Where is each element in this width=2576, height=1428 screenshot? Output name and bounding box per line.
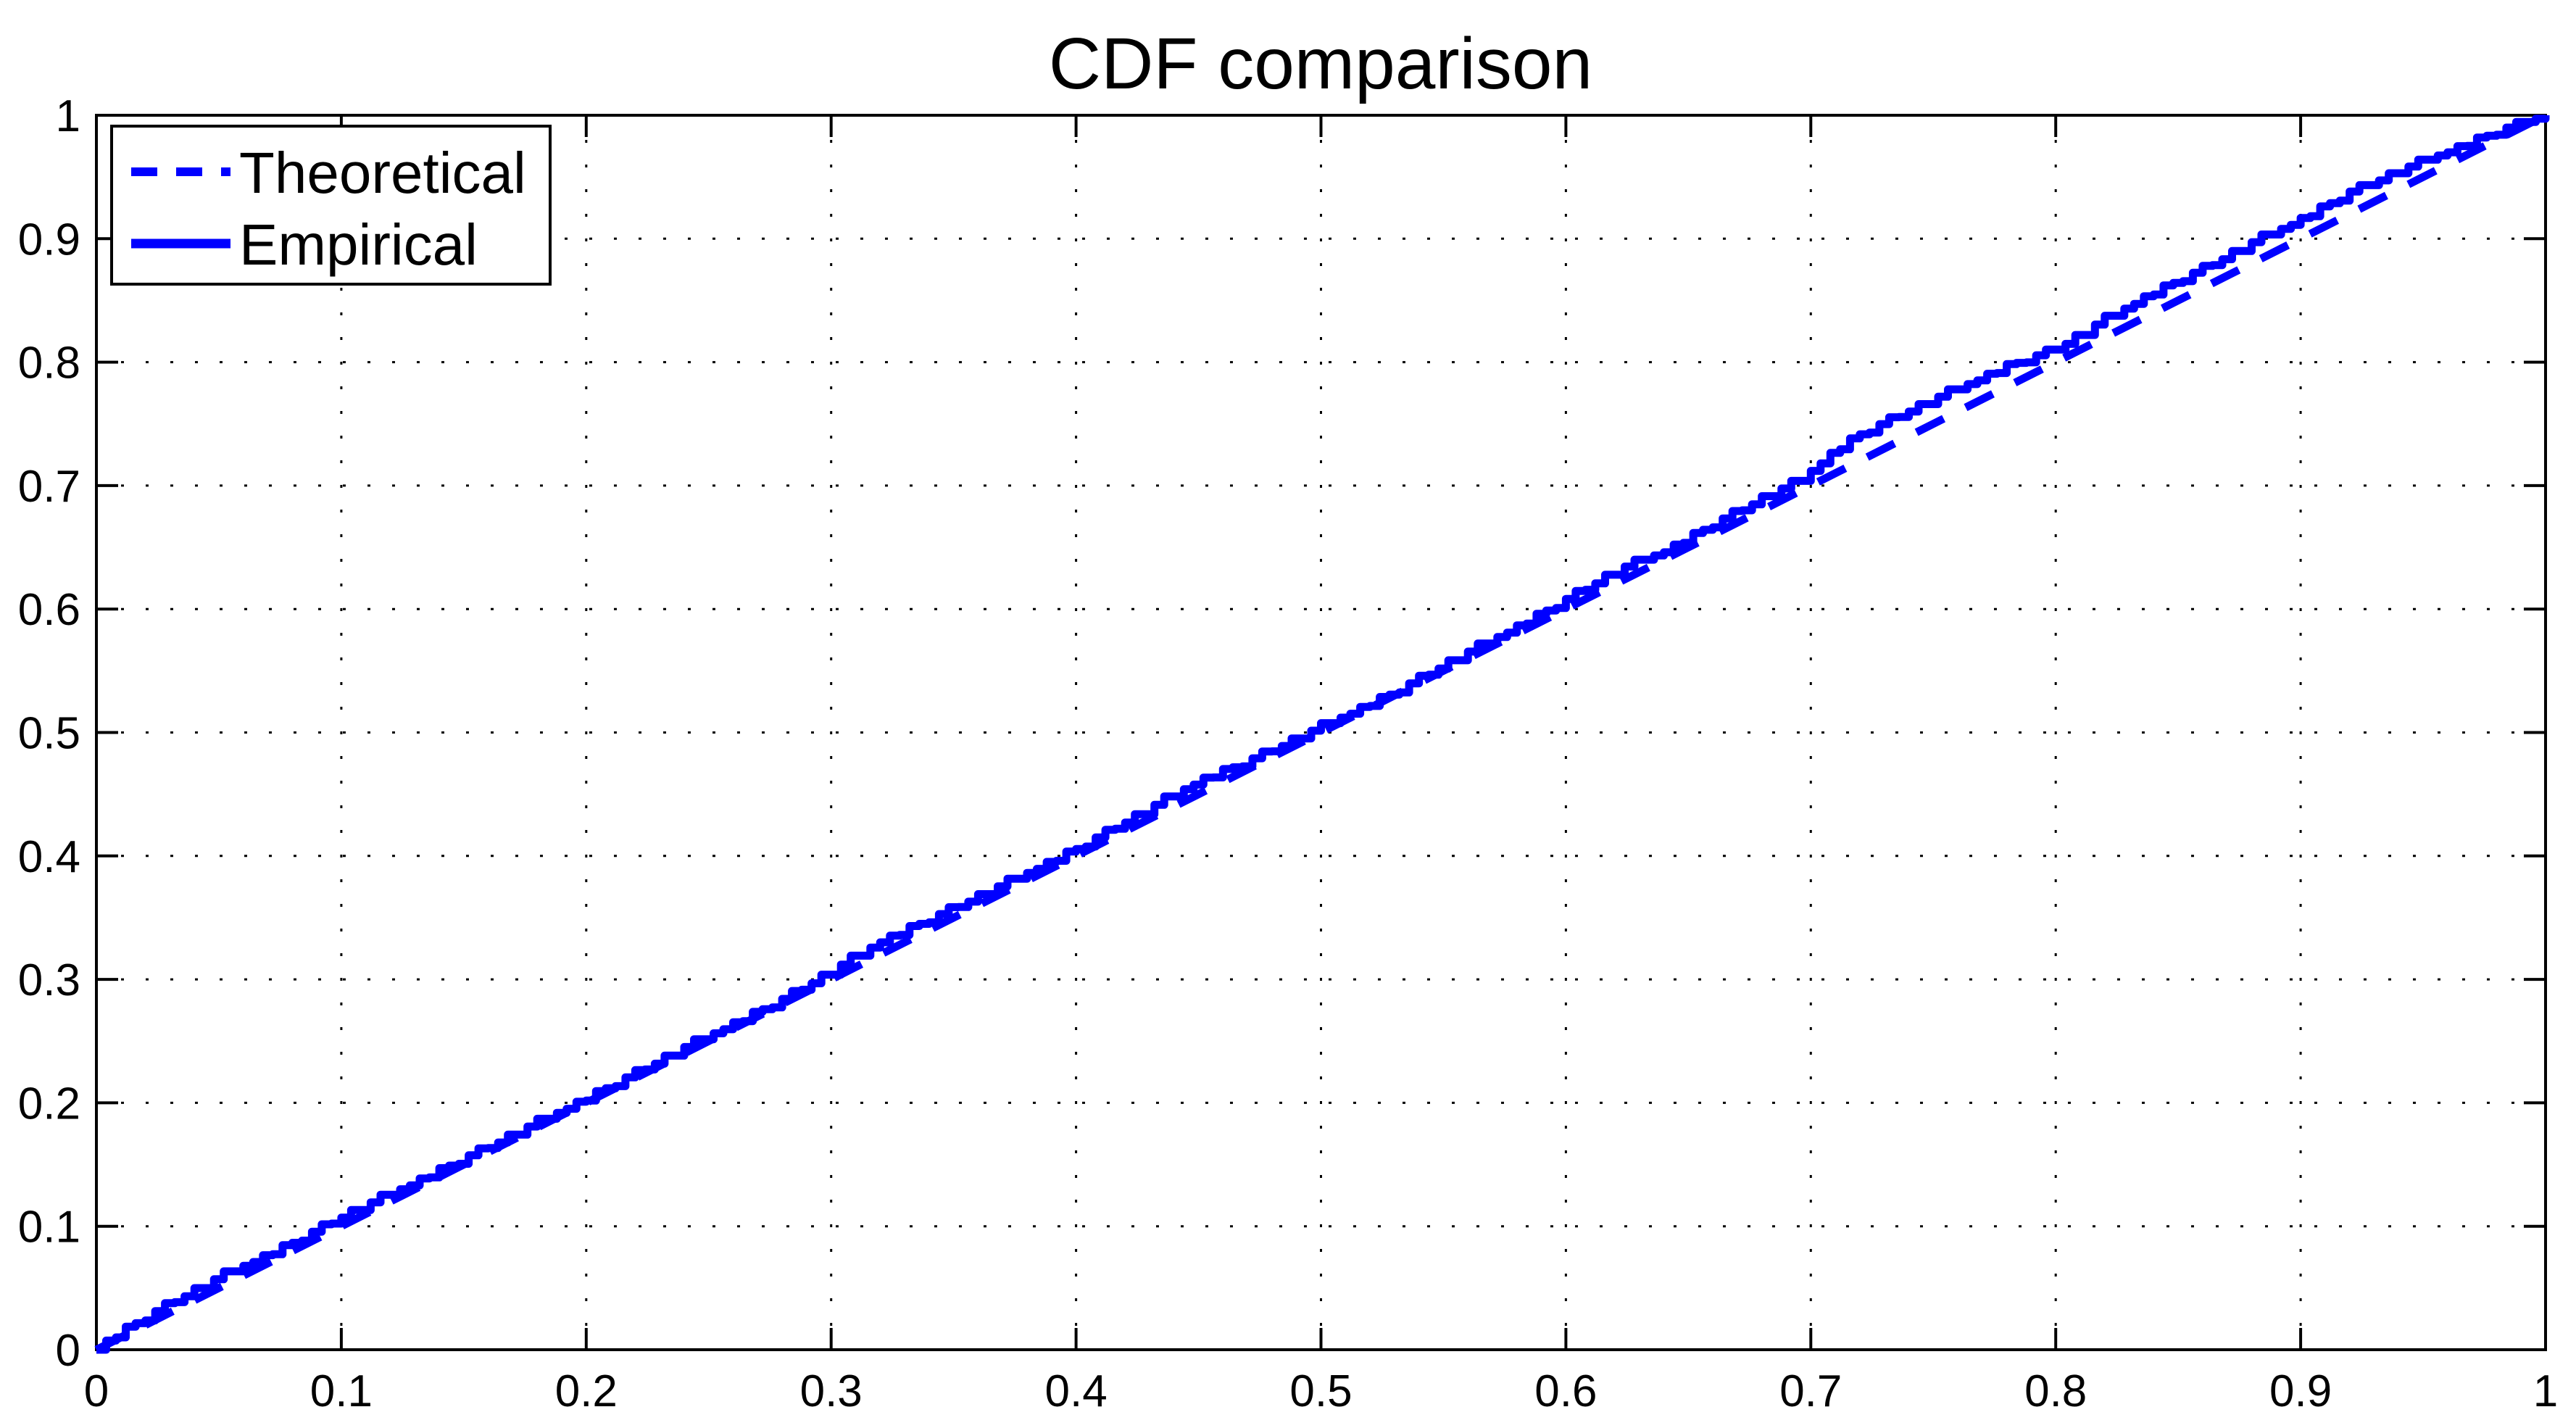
x-tick-label: 0 [84, 1366, 109, 1416]
x-tick-label: 0.4 [1044, 1366, 1107, 1416]
x-tick-label: 1 [2533, 1366, 2558, 1416]
y-tick-labels: 0 0.1 0.2 0.3 0.4 0.5 0.6 0.7 0.8 0.9 1 [18, 91, 80, 1376]
legend-border [110, 125, 552, 286]
chart-title: CDF comparison [1049, 23, 1592, 104]
x-tick-label: 0.5 [1289, 1366, 1352, 1416]
y-tick-label: 0.7 [18, 462, 80, 512]
y-tick-label: 0.4 [18, 832, 80, 882]
y-tick-label: 0.6 [18, 585, 80, 635]
x-tick-label: 0.8 [2024, 1366, 2087, 1416]
y-tick-label: 0.3 [18, 955, 80, 1005]
y-tick-label: 0.9 [18, 215, 80, 265]
y-tick-label: 0.8 [18, 339, 80, 389]
y-tick-label: 0.1 [18, 1203, 80, 1253]
x-tick-label: 0.7 [1779, 1366, 1842, 1416]
legend-label-theoretical: Theoretical [239, 141, 526, 205]
legend-box: Theoretical Empirical [110, 125, 552, 286]
x-tick-label: 0.1 [310, 1366, 373, 1416]
legend-label-empirical: Empirical [239, 212, 478, 277]
y-tick-label: 1 [56, 91, 80, 141]
y-tick-label: 0.2 [18, 1079, 80, 1129]
x-tick-label: 0.2 [555, 1366, 618, 1416]
x-tick-label: 0.9 [2269, 1366, 2332, 1416]
y-tick-label: 0 [56, 1326, 80, 1376]
x-tick-label: 0.3 [800, 1366, 863, 1416]
empirical-line [96, 115, 2550, 1354]
y-tick-label: 0.5 [18, 709, 80, 759]
x-tick-label: 0.6 [1534, 1366, 1597, 1416]
x-tick-labels: 0 0.1 0.2 0.3 0.4 0.5 0.6 0.7 0.8 0.9 1 [84, 1366, 2558, 1416]
